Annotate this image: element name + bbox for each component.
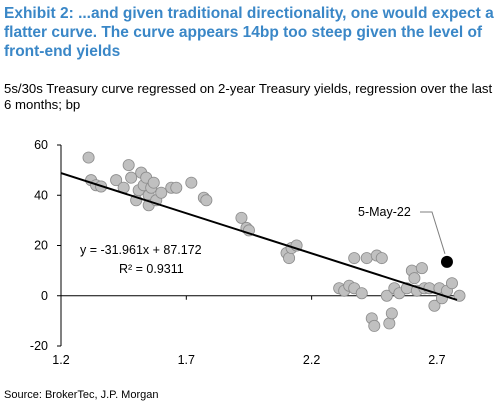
y-tick-label: 0 [41,289,48,303]
data-point [185,176,198,189]
data-point [453,289,466,302]
y-tick-label: 20 [34,239,48,253]
data-point [375,252,388,265]
data-point [155,186,168,199]
y-tick-label: -20 [30,339,48,353]
data-point [147,176,160,189]
data-point [348,252,361,265]
x-tick-label: 1.2 [52,353,69,367]
data-point [110,174,123,187]
data-point [355,287,368,300]
highlight-label: 5-May-22 [358,205,411,219]
data-points [82,151,466,332]
data-point [385,307,398,320]
data-point [428,299,441,312]
data-point [360,252,373,265]
data-point [82,151,95,164]
data-point [122,159,135,172]
chart-title: Exhibit 2: ...and given traditional dire… [4,5,494,60]
data-point [125,171,138,184]
x-tick-label: 2.2 [303,353,320,367]
data-point [170,181,183,194]
data-point [200,194,213,207]
data-point [408,272,421,285]
r-squared-label: R² = 0.9311 [119,262,184,276]
source-note: Source: BrokerTec, J.P. Morgan [4,389,159,401]
chart-subtitle: 5s/30s Treasury curve regressed on 2-yea… [4,81,493,112]
data-point [445,277,458,290]
regression-overlay: y = -31.961x + 87.172 R² = 0.9311 5-May-22 [60,172,458,301]
data-point [368,319,381,332]
data-point [383,317,396,330]
data-point [415,262,428,275]
regression-line [60,172,458,301]
regression-equation-label: y = -31.961x + 87.172 [80,243,202,257]
tick-labels: 60 40 20 0 -20 1.2 1.7 2.2 2.7 [30,138,446,367]
highlight-point [440,255,453,268]
y-tick-label: 60 [34,138,48,152]
highlight-leader-line [420,211,446,254]
data-point [283,252,296,265]
data-point [380,289,393,302]
x-tick-label: 2.7 [428,353,445,367]
x-tick-label: 1.7 [178,353,195,367]
data-point [235,211,248,224]
y-tick-label: 40 [34,188,48,202]
